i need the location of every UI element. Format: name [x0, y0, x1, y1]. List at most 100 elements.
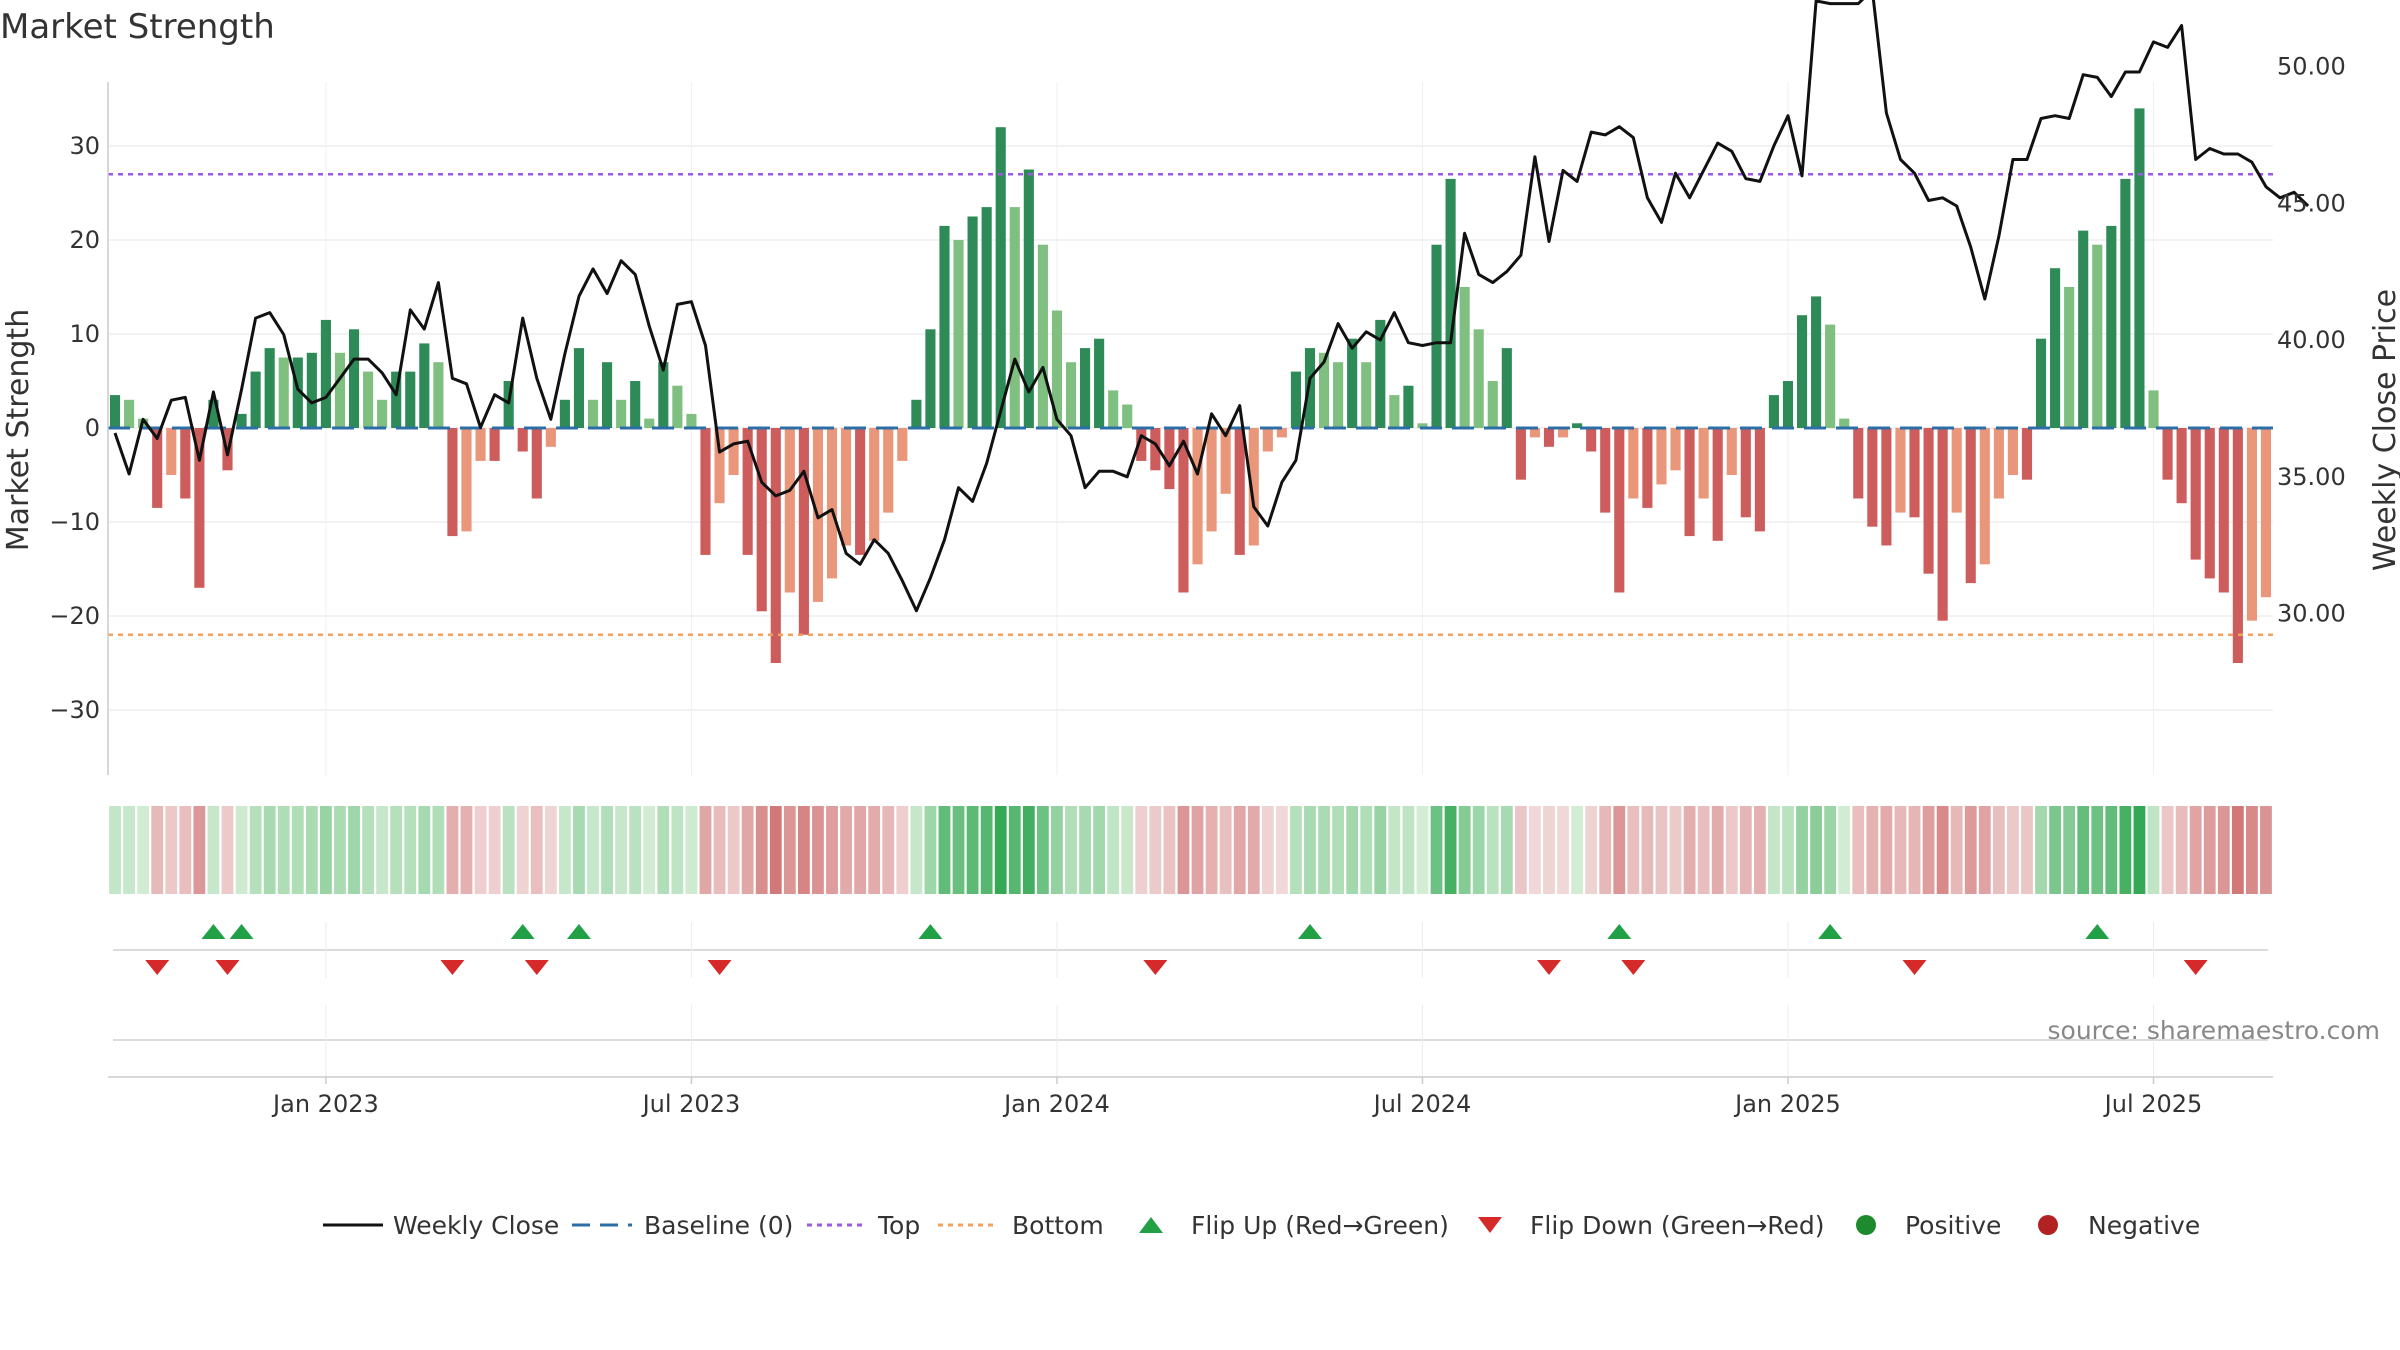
- weekly-close-line: [113, 0, 2310, 613]
- legend-flip-down-swatch: [1478, 1217, 1502, 1233]
- heat-cell: [2091, 806, 2104, 894]
- negative-bar: [447, 428, 458, 537]
- positive-bar: [1501, 348, 1512, 428]
- heat-cell: [1233, 806, 1246, 894]
- negative-bar: [841, 428, 852, 546]
- positive-bar: [236, 413, 247, 428]
- heat-cell: [109, 806, 121, 894]
- legend-label: Negative: [2088, 1211, 2200, 1240]
- weekly-close-polyline: [113, 0, 2310, 613]
- negative-bar: [531, 428, 542, 499]
- flip-up-marker: [566, 924, 591, 939]
- heat-cell: [2231, 806, 2244, 894]
- negative-bar: [1993, 428, 2004, 499]
- positive-bar: [1825, 324, 1836, 428]
- left-tick-label: 30: [69, 132, 100, 160]
- positive-bar: [1023, 169, 1034, 428]
- negative-bar: [1642, 428, 1653, 508]
- heat-cell: [1247, 806, 1260, 894]
- negative-bar: [1853, 428, 1864, 499]
- heat-cell: [320, 806, 332, 894]
- heat-cell: [1093, 806, 1106, 894]
- flip-up-marker: [1297, 924, 1322, 939]
- legend-label: Bottom: [1012, 1211, 1104, 1240]
- heat-cell: [2049, 806, 2061, 894]
- heat-cell: [938, 806, 951, 894]
- positive-bar: [419, 343, 430, 428]
- negative-bar: [1614, 428, 1625, 593]
- heat-cell: [924, 806, 937, 894]
- heat-cell: [432, 806, 445, 894]
- negative-bar: [1726, 428, 1737, 475]
- negative-bar: [826, 428, 838, 579]
- heat-cell: [2203, 806, 2216, 894]
- heat-cell: [1782, 806, 1794, 894]
- strength-bars: [109, 108, 2272, 663]
- heat-cell: [221, 806, 234, 894]
- negative-bar: [1895, 428, 1906, 513]
- heat-cell: [1079, 806, 1091, 894]
- negative-bar: [798, 428, 809, 635]
- heat-cell: [1613, 806, 1626, 894]
- negative-bar: [1543, 428, 1555, 447]
- heat-cell: [1332, 806, 1345, 894]
- left-tick-label: 0: [85, 414, 100, 442]
- positive-bar: [1290, 371, 1301, 428]
- heat-cell: [1894, 806, 1907, 894]
- heat-cell: [657, 806, 670, 894]
- legend-positive-swatch: [1856, 1215, 1876, 1235]
- heat-cell: [966, 806, 979, 894]
- heat-cell: [1697, 806, 1710, 894]
- heat-cell: [1964, 806, 1977, 894]
- heat-cell: [587, 806, 599, 894]
- heat-cell: [544, 806, 557, 894]
- positive-bar: [2134, 108, 2145, 429]
- positive-bar: [1811, 296, 1822, 428]
- heat-cell: [2021, 806, 2033, 894]
- positive-bar: [1333, 362, 1344, 428]
- negative-bar: [1248, 428, 1259, 546]
- negative-bar: [1670, 428, 1681, 471]
- x-tick-label: Jul 2025: [2103, 1090, 2203, 1118]
- positive-bar: [363, 371, 374, 428]
- heat-cell: [1500, 806, 1513, 894]
- heat-cell: [1318, 806, 1330, 894]
- legend-label: Weekly Close: [393, 1211, 559, 1240]
- positive-bar: [278, 357, 289, 428]
- negative-bar: [1923, 428, 1934, 574]
- heat-cell: [643, 806, 656, 894]
- positive-bar: [1304, 348, 1316, 428]
- heat-cell: [573, 806, 585, 894]
- source-label: source: sharemaestro.com: [2048, 1016, 2381, 1045]
- negative-bar: [1698, 428, 1709, 499]
- flip-up-marker: [201, 924, 226, 939]
- heat-cell: [952, 806, 965, 894]
- heat-cell: [291, 806, 304, 894]
- x-tick-label: Jan 2024: [1002, 1090, 1110, 1118]
- heat-cell: [1416, 806, 1429, 894]
- heat-cell: [1486, 806, 1499, 894]
- negative-bar: [1515, 428, 1526, 480]
- heat-cell: [1205, 806, 1218, 894]
- positive-bar: [1445, 178, 1456, 428]
- heat-cell: [1360, 806, 1373, 894]
- heat-cell: [1374, 806, 1387, 894]
- heat-cell: [2119, 806, 2132, 894]
- heat-cell: [1022, 806, 1035, 894]
- negative-bar: [1164, 428, 1175, 490]
- positive-bar: [2050, 268, 2061, 428]
- negative-bar: [1529, 428, 1540, 438]
- heat-cell: [502, 806, 515, 894]
- positive-bar: [405, 371, 416, 428]
- negative-bar: [714, 428, 725, 504]
- heat-cell: [460, 806, 473, 894]
- negative-bar: [883, 428, 894, 513]
- positive-bar: [925, 329, 936, 428]
- negative-bar: [475, 428, 486, 461]
- legend-label: Flip Down (Green→Red): [1530, 1211, 1825, 1240]
- negative-bar: [1628, 428, 1639, 499]
- heat-cell: [1950, 806, 1963, 894]
- flip-down-marker: [524, 960, 549, 975]
- negative-bar: [1965, 428, 1976, 584]
